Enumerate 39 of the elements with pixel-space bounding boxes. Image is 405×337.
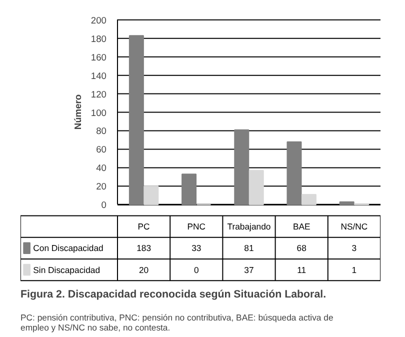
data-label: 183 [136, 243, 152, 254]
bar [286, 141, 302, 206]
data-label: 3 [352, 243, 357, 254]
data-label: 20 [138, 264, 149, 275]
data-label: 0 [194, 264, 199, 275]
y-tick-label: 200 [90, 15, 107, 26]
x-tick-label: NS/NC [340, 222, 368, 232]
data-label: 1 [352, 264, 357, 275]
bar [248, 170, 264, 206]
y-axis-title: Número [72, 94, 83, 130]
y-tick-label: 20 [96, 182, 107, 192]
x-tick-label: PC [138, 222, 150, 232]
y-tick-label: 100 [90, 108, 107, 118]
data-label: 33 [192, 243, 202, 254]
y-tick-label: 120 [90, 89, 107, 100]
data-label: 11 [297, 264, 306, 275]
y-tick-label: 80 [96, 126, 107, 136]
text: PC: pensión contributiva, PNC: pensión no contributiva, BAE: búsqueda activa de empleo y NS/NC no sabe, no contesta. [20, 312, 334, 332]
bar [182, 174, 197, 206]
bar [144, 186, 159, 206]
bar [128, 35, 144, 206]
y-tick-label: 40 [96, 163, 107, 174]
y-tick-label: 140 [90, 70, 107, 81]
data-label: 81 [244, 243, 254, 254]
bar [234, 129, 250, 206]
x-tick-label: PNC [187, 222, 206, 232]
x-tick-label: Trabajando [227, 222, 271, 232]
legend-label: Con Discapacidad [33, 243, 104, 254]
bar [339, 201, 354, 206]
data-label: 68 [296, 243, 307, 254]
y-tick-label: 160 [90, 52, 107, 62]
data-label: 37 [244, 264, 254, 275]
y-tick-label: 0 [101, 200, 107, 210]
legend-label: Sin Discapacidad [33, 264, 100, 275]
y-tick-label: 180 [90, 34, 107, 44]
y-tick-label: 60 [96, 144, 107, 155]
bar [301, 194, 316, 206]
text: Figura 2. Discapacidad reconocida según Situación Laboral. [20, 288, 326, 300]
x-tick-label: BAE [292, 222, 310, 232]
